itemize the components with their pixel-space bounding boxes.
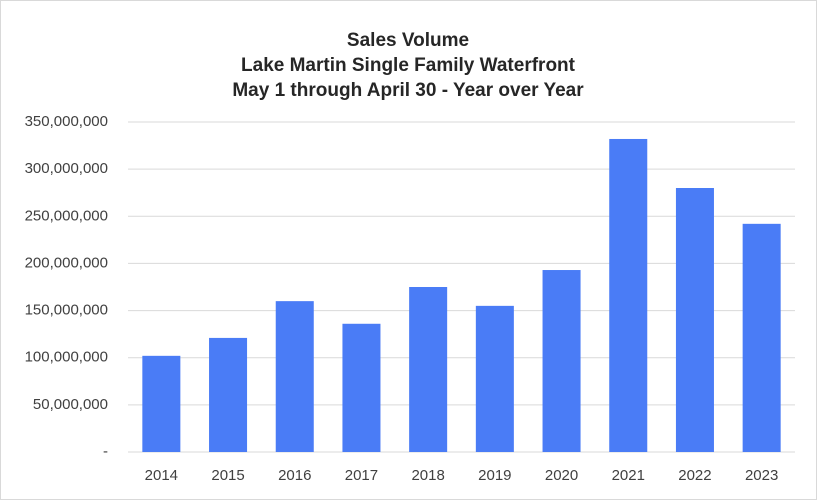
y-tick-label: 300,000,000 [25,160,108,177]
x-tick-label: 2020 [545,467,578,484]
x-tick-label: 2022 [678,467,711,484]
x-tick-label: 2015 [211,467,244,484]
x-tick-label: 2018 [411,467,444,484]
chart-title: May 1 through April 30 - Year over Year [232,80,584,101]
bar [342,323,381,452]
x-tick-label: 2023 [745,467,778,484]
bar [142,355,181,452]
bar [409,287,448,452]
x-tick-label: 2019 [478,467,511,484]
x-tick-label: 2014 [145,467,178,484]
bar [475,305,514,452]
bar [675,188,714,452]
y-tick-label: 200,000,000 [25,254,108,271]
y-tick-label: 150,000,000 [25,302,108,319]
bar [609,138,648,452]
bar [742,223,781,452]
y-tick-label: 50,000,000 [33,396,108,413]
y-tick-label: - [103,443,108,460]
y-tick-label: 250,000,000 [25,207,108,224]
x-tick-label: 2021 [612,467,645,484]
bar [542,270,581,452]
y-tick-label: 100,000,000 [25,349,108,366]
y-tick-label: 350,000,000 [25,113,108,130]
x-tick-label: 2017 [345,467,378,484]
bar [275,301,314,452]
x-tick-label: 2016 [278,467,311,484]
bar [209,337,248,452]
chart-title: Lake Martin Single Family Waterfront [241,55,576,76]
chart-title: Sales Volume [347,30,469,51]
